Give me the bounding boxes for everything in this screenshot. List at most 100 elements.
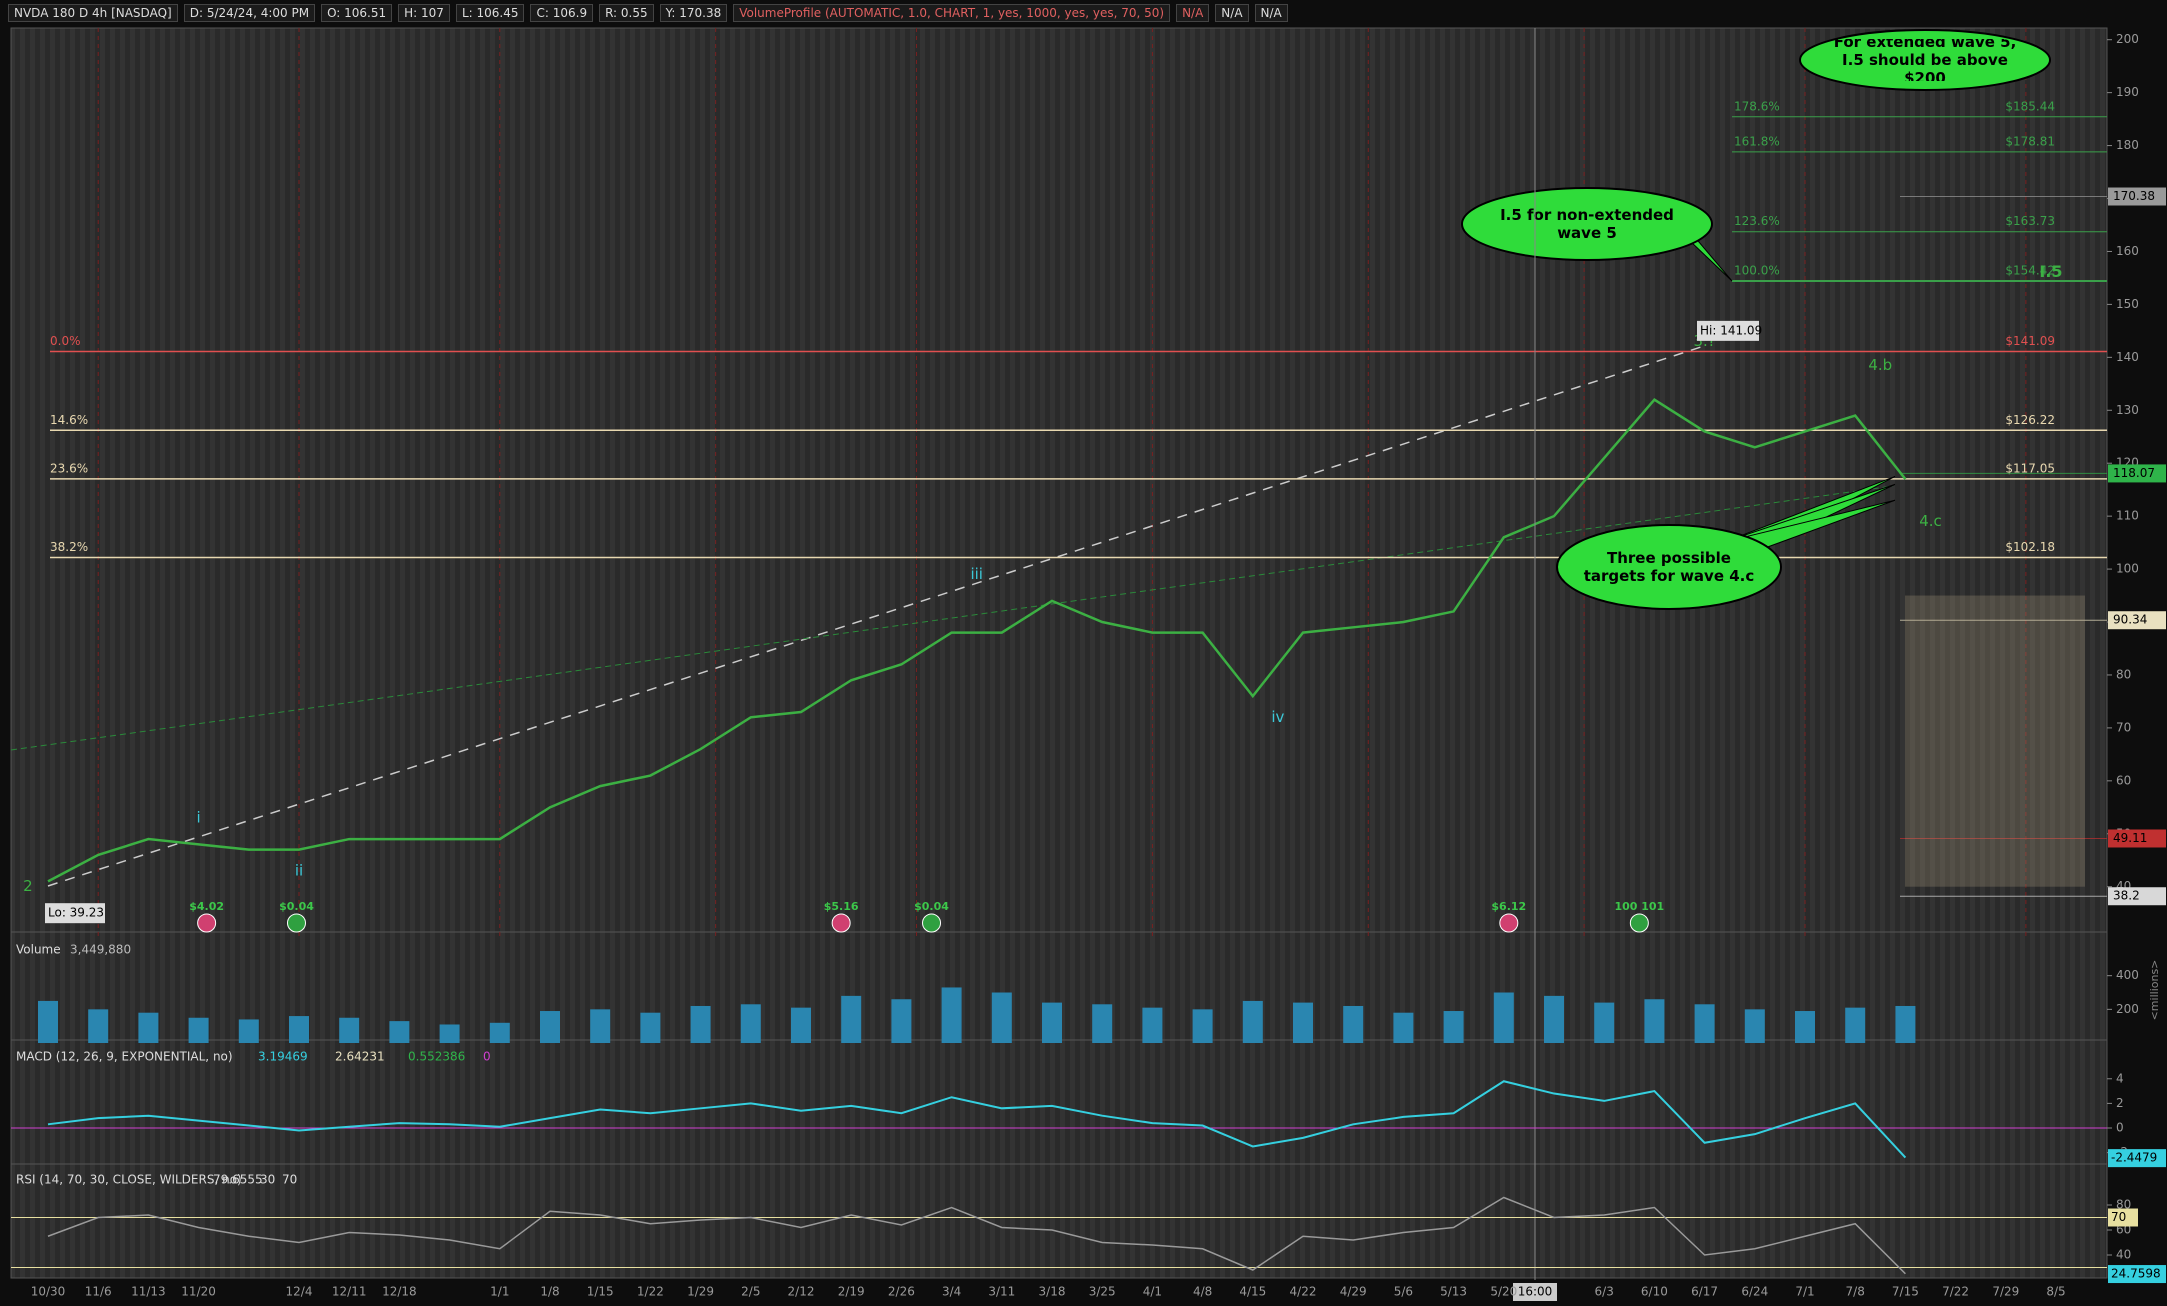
x-tick-label: 11/20 xyxy=(181,1285,216,1299)
value-box-label: -2.4479 xyxy=(2111,1151,2157,1165)
x-tick-label: 1/1 xyxy=(490,1285,509,1299)
volume-bar xyxy=(1644,999,1665,1043)
x-tick-label: 5/6 xyxy=(1394,1285,1413,1299)
x-tick-label: 7/15 xyxy=(1892,1285,1919,1299)
unit-label: <millions> xyxy=(2148,960,2161,1021)
volume-bar xyxy=(238,1019,259,1043)
value-box xyxy=(2108,1149,2166,1168)
event-icon xyxy=(922,913,942,933)
x-tick-label: 7/8 xyxy=(1846,1285,1865,1299)
event-label: $0.04 xyxy=(914,900,949,913)
panel-title: RSI (14, 70, 30, CLOSE, WILDERS, no) xyxy=(16,1173,242,1187)
fib-pct: 23.6% xyxy=(50,461,88,475)
crosshair-label: 16:00 xyxy=(1518,1285,1553,1299)
x-tick-label: 7/22 xyxy=(1942,1285,1969,1299)
hi-box xyxy=(1697,320,1759,341)
y-tick-label: 0 xyxy=(2116,1121,2124,1135)
value-box xyxy=(2108,1265,2166,1284)
y-tick-label: 70 xyxy=(2116,720,2131,734)
volume-bar xyxy=(1343,1005,1364,1043)
callout xyxy=(1461,187,1713,261)
value-box-label: 24.7598 xyxy=(2111,1267,2161,1281)
wave-label: 4.c xyxy=(1919,512,1942,530)
x-tick-label: 6/24 xyxy=(1741,1285,1768,1299)
trendline xyxy=(47,345,1705,887)
x-tick-label: 7/29 xyxy=(1992,1285,2019,1299)
volume-bar xyxy=(991,992,1012,1043)
y-tick-label: 80 xyxy=(2116,1198,2131,1212)
value-box xyxy=(2108,1208,2138,1227)
price-tag-label: 49.11 xyxy=(2113,831,2147,845)
callout-box: For extended wave 5, I.5 should be above… xyxy=(1833,39,2017,81)
panel-reading: 0 xyxy=(483,1050,491,1064)
wave-label: 4.b xyxy=(1868,356,1892,374)
x-tick-label: 2/5 xyxy=(741,1285,760,1299)
y-tick-label: 160 xyxy=(2116,244,2139,258)
wave-label: iii xyxy=(970,565,983,583)
x-tick-label: 4/22 xyxy=(1290,1285,1317,1299)
x-tick-label: 4/8 xyxy=(1193,1285,1212,1299)
price-tag xyxy=(2108,887,2166,906)
volume-bar xyxy=(1142,1007,1163,1043)
volume-bar xyxy=(941,987,962,1043)
open: O: 106.51 xyxy=(321,4,393,22)
price-line xyxy=(47,398,1907,883)
panel-bg xyxy=(10,1039,2108,1169)
callout xyxy=(1556,524,1782,610)
volume-bar xyxy=(389,1021,410,1043)
volume-bar xyxy=(1744,1009,1765,1043)
volume-bar xyxy=(1594,1002,1615,1043)
event-icon xyxy=(197,913,217,933)
x-tick-label: 2/26 xyxy=(888,1285,915,1299)
y-tick-label: 200 xyxy=(2116,32,2139,46)
extension-price: $163.73 xyxy=(2005,214,2055,228)
panel-reading: 0.552386 xyxy=(408,1050,465,1064)
study[interactable]: VolumeProfile (AUTOMATIC, 1.0, CHART, 1,… xyxy=(733,4,1171,22)
volume-bar xyxy=(1493,992,1514,1043)
volume-bar xyxy=(640,1012,661,1043)
volume-bar xyxy=(1242,1000,1263,1043)
panel-reading: 70 xyxy=(282,1173,297,1187)
volume-bar xyxy=(1192,1009,1213,1043)
price-tag xyxy=(2108,464,2166,483)
wave-label: 2 xyxy=(23,877,33,895)
value-box-label: 70 xyxy=(2111,1210,2126,1224)
extension-pct: 178.6% xyxy=(1734,99,1780,113)
callout-box: Three possible targets for wave 4.c xyxy=(1583,548,1755,585)
panel-bg xyxy=(10,27,2108,938)
volume-bar xyxy=(138,1012,159,1043)
high: H: 107 xyxy=(398,4,450,22)
extension-price: $154.42 xyxy=(2005,263,2055,277)
price-tag xyxy=(2108,611,2166,630)
x-tick-label: 1/15 xyxy=(587,1285,614,1299)
price-tag xyxy=(2108,829,2166,848)
callout-text: For extended wave 5, I.5 should be above… xyxy=(1833,39,2017,81)
na: N/A xyxy=(1254,4,1288,22)
x-tick-label: 2/12 xyxy=(788,1285,815,1299)
x-tick-label: 3/25 xyxy=(1089,1285,1116,1299)
x-tick-label: 6/17 xyxy=(1691,1285,1718,1299)
na: N/A xyxy=(1176,4,1210,22)
wave-label: ii xyxy=(295,861,303,879)
extension-price: $178.81 xyxy=(2005,134,2055,148)
callout-text: Three possible targets for wave 4.c xyxy=(1583,548,1755,585)
hi-label: Hi: 141.09 xyxy=(1700,323,1762,337)
trendline xyxy=(10,485,1894,751)
x-tick-label: 12/4 xyxy=(286,1285,313,1299)
volume-bar xyxy=(1092,1004,1113,1043)
volume-bar xyxy=(339,1017,360,1043)
x-tick-label: 1/29 xyxy=(687,1285,714,1299)
symbol[interactable]: NVDA 180 D 4h [NASDAQ] xyxy=(8,4,178,22)
extension-pct: 100.0% xyxy=(1734,263,1780,277)
y-tick-label: 110 xyxy=(2116,509,2139,523)
extension-price: $185.44 xyxy=(2005,99,2055,113)
fib-pct: 38.2% xyxy=(50,540,88,554)
wave-label: i xyxy=(197,808,201,826)
panel-title: MACD (12, 26, 9, EXPONENTIAL, no) xyxy=(16,1050,233,1064)
wave-label: I.5 xyxy=(2039,262,2062,281)
x-tick-label: 6/10 xyxy=(1641,1285,1668,1299)
x-tick-label: 11/13 xyxy=(131,1285,166,1299)
rsi-line xyxy=(47,1196,1906,1275)
volume-bar xyxy=(1795,1011,1815,1043)
